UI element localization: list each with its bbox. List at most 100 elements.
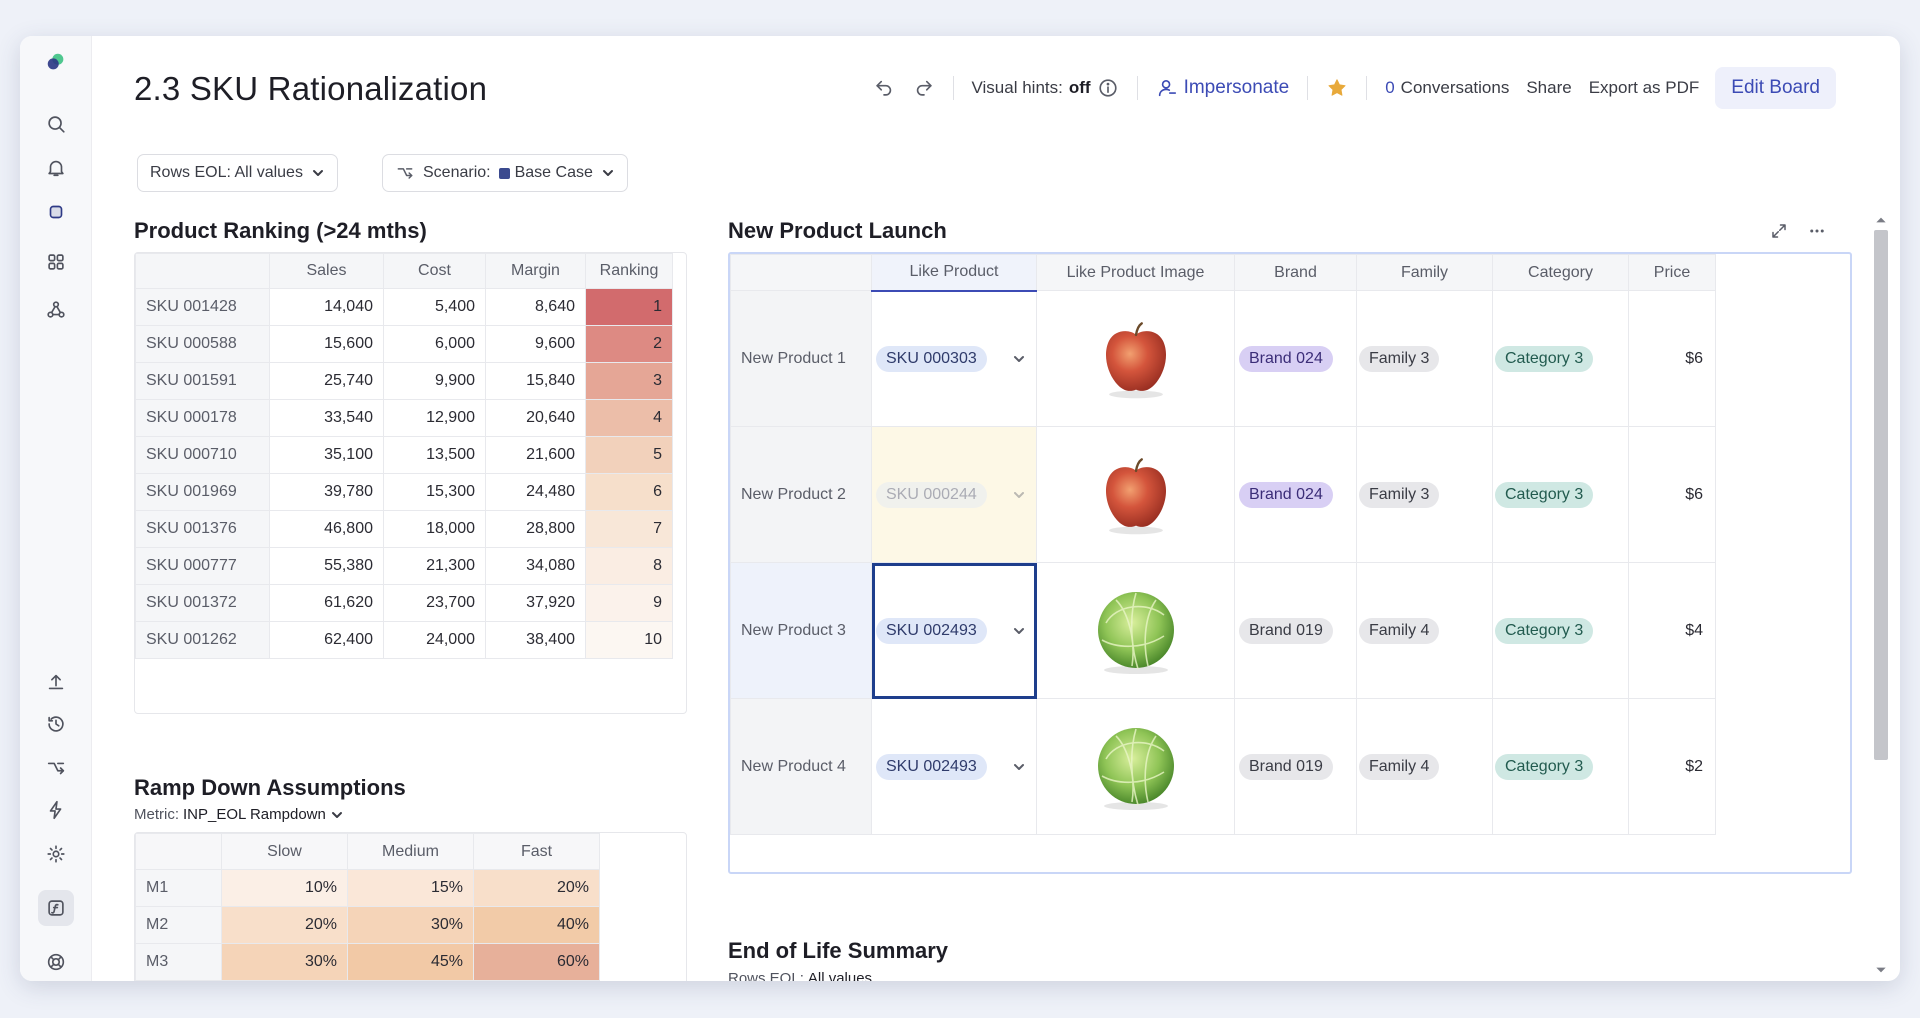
cell-cost[interactable]: 21,300 [383, 547, 486, 585]
like-product-cell[interactable]: SKU 000244 [871, 426, 1037, 563]
sku-pill[interactable]: SKU 000303 [876, 345, 987, 372]
logo-icon[interactable] [38, 44, 74, 80]
row-label-sku[interactable]: SKU 001376 [135, 510, 270, 548]
cell-rampdown-value[interactable]: 30% [347, 906, 474, 944]
cell-rampdown-value[interactable]: 40% [221, 980, 348, 981]
cell-cost[interactable]: 24,000 [383, 621, 486, 659]
cell-rampdown-value[interactable]: 60% [347, 980, 474, 981]
cell-cost[interactable]: 6,000 [383, 325, 486, 363]
cell-rampdown-value[interactable]: 60% [473, 943, 600, 981]
price-cell[interactable]: $4 [1628, 562, 1716, 699]
category-cell[interactable]: Category 3 [1492, 698, 1629, 835]
row-label-month[interactable]: M1 [135, 869, 222, 907]
cell-rampdown-value[interactable]: 30% [221, 943, 348, 981]
board-icon[interactable] [38, 194, 74, 230]
chevron-down-icon[interactable] [1012, 488, 1026, 502]
scenario-branch-icon[interactable] [38, 750, 74, 786]
row-label-sku[interactable]: SKU 001969 [135, 473, 270, 511]
category-cell[interactable]: Category 3 [1492, 426, 1629, 563]
history-icon[interactable] [38, 706, 74, 742]
cell-sales[interactable]: 14,040 [269, 288, 384, 326]
price-cell[interactable]: $2 [1628, 698, 1716, 835]
cell-margin[interactable]: 24,480 [485, 473, 586, 511]
cell-margin[interactable]: 21,600 [485, 436, 586, 474]
row-label-sku[interactable]: SKU 001591 [135, 362, 270, 400]
redo-icon[interactable] [913, 77, 935, 99]
cell-rampdown-value[interactable]: 20% [473, 869, 600, 907]
cell-margin[interactable]: 37,920 [485, 584, 586, 622]
lightning-icon[interactable] [38, 792, 74, 828]
cell-ranking[interactable]: 8 [585, 547, 673, 585]
like-product-cell[interactable]: SKU 000303 [871, 290, 1037, 427]
scrollbar-thumb[interactable] [1874, 230, 1888, 760]
cell-cost[interactable]: 23,700 [383, 584, 486, 622]
cell-margin[interactable]: 20,640 [485, 399, 586, 437]
column-header-sales[interactable]: Sales [269, 253, 384, 289]
family-cell[interactable]: Family 4 [1356, 562, 1493, 699]
cell-ranking[interactable]: 6 [585, 473, 673, 511]
column-header-category[interactable]: Category [1492, 254, 1629, 291]
cell-ranking[interactable]: 9 [585, 584, 673, 622]
row-label-new-product[interactable]: New Product 4 [730, 698, 872, 835]
cell-margin[interactable]: 28,800 [485, 510, 586, 548]
help-lifebuoy-icon[interactable] [38, 944, 74, 980]
brand-cell[interactable]: Brand 024 [1234, 426, 1357, 563]
column-header-cost[interactable]: Cost [383, 253, 486, 289]
row-label-sku[interactable]: SKU 000777 [135, 547, 270, 585]
cell-ranking[interactable]: 5 [585, 436, 673, 474]
cell-ranking[interactable]: 3 [585, 362, 673, 400]
cell-sales[interactable]: 33,540 [269, 399, 384, 437]
cell-margin[interactable]: 34,080 [485, 547, 586, 585]
ramp-down-metric-selector[interactable]: Metric: INP_EOL Rampdown [134, 806, 344, 823]
column-header-margin[interactable]: Margin [485, 253, 586, 289]
share-button[interactable]: Share [1526, 78, 1572, 97]
cell-cost[interactable]: 5,400 [383, 288, 486, 326]
brand-cell[interactable]: Brand 019 [1234, 698, 1357, 835]
column-header-fast[interactable]: Fast [473, 833, 600, 870]
sku-pill[interactable]: SKU 000244 [876, 481, 987, 508]
row-label-month[interactable]: M2 [135, 906, 222, 944]
cell-sales[interactable]: 61,620 [269, 584, 384, 622]
column-header-ranking[interactable]: Ranking [585, 253, 673, 289]
cell-cost[interactable]: 13,500 [383, 436, 486, 474]
main-scrollbar[interactable] [1872, 212, 1890, 978]
chevron-down-icon[interactable] [1012, 352, 1026, 366]
visual-hints-toggle[interactable]: Visual hints: off [972, 77, 1119, 99]
like-product-cell[interactable]: SKU 002493 [871, 562, 1037, 699]
cell-sales[interactable]: 35,100 [269, 436, 384, 474]
chevron-down-icon[interactable] [1012, 624, 1026, 638]
scroll-down-arrow-icon[interactable] [1874, 964, 1888, 976]
info-icon[interactable] [1097, 77, 1119, 99]
cell-margin[interactable]: 9,600 [485, 325, 586, 363]
scroll-up-arrow-icon[interactable] [1874, 214, 1888, 226]
row-label-new-product[interactable]: New Product 1 [730, 290, 872, 427]
bell-icon[interactable] [38, 150, 74, 186]
rows-eol-filter[interactable]: Rows EOL: All values [137, 154, 338, 192]
cell-cost[interactable]: 12,900 [383, 399, 486, 437]
cell-rampdown-value[interactable]: 10% [221, 869, 348, 907]
price-cell[interactable]: $6 [1628, 426, 1716, 563]
impersonate-button[interactable]: Impersonate [1156, 77, 1289, 99]
category-cell[interactable]: Category 3 [1492, 562, 1629, 699]
favorite-star-icon[interactable] [1326, 77, 1348, 99]
scenario-filter[interactable]: Scenario: Base Case [382, 154, 628, 192]
row-label-sku[interactable]: SKU 000710 [135, 436, 270, 474]
column-header-price[interactable]: Price [1628, 254, 1716, 291]
price-cell[interactable]: $6 [1628, 290, 1716, 427]
cell-ranking[interactable]: 4 [585, 399, 673, 437]
column-header-like-product[interactable]: Like Product [871, 254, 1037, 292]
family-cell[interactable]: Family 3 [1356, 290, 1493, 427]
sku-pill[interactable]: SKU 002493 [876, 617, 987, 644]
column-header-like-product-image[interactable]: Like Product Image [1036, 254, 1235, 291]
cell-ranking[interactable]: 10 [585, 621, 673, 659]
more-options-icon[interactable] [1800, 214, 1834, 248]
column-header-brand[interactable]: Brand [1234, 254, 1357, 291]
row-label-new-product[interactable]: New Product 2 [730, 426, 872, 563]
cell-rampdown-value[interactable]: 15% [347, 869, 474, 907]
row-label-new-product[interactable]: New Product 3 [730, 562, 872, 699]
row-label-sku[interactable]: SKU 000588 [135, 325, 270, 363]
edit-board-button[interactable]: Edit Board [1715, 67, 1836, 109]
cell-margin[interactable]: 38,400 [485, 621, 586, 659]
cell-margin[interactable]: 15,840 [485, 362, 586, 400]
cell-rampdown-value[interactable]: 40% [473, 906, 600, 944]
